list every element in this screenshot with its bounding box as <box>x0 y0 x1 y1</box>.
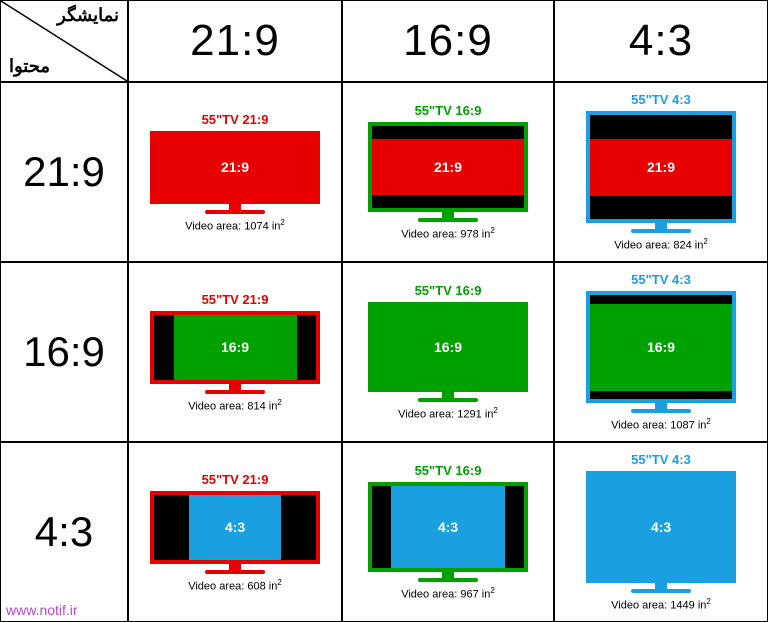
tv-cell: 55"TV 4:3 4:3 Video area: 1449 in2 <box>554 442 768 622</box>
row-header-label: 16:9 <box>23 328 105 376</box>
tv-stand-base <box>418 578 478 582</box>
tv-title: 55"TV 21:9 <box>202 472 269 487</box>
video-area-label: Video area: 978 in2 <box>401 226 495 241</box>
tv-stand-base <box>631 229 691 233</box>
tv-icon: 21:9 <box>368 122 528 222</box>
tv-stand-neck <box>229 384 241 390</box>
video-area-label: Video area: 608 in2 <box>188 578 282 593</box>
tv-title: 55"TV 16:9 <box>415 283 482 298</box>
tv-icon: 21:9 <box>586 111 736 233</box>
col-header-label: 21:9 <box>190 16 280 66</box>
tv-screen: 4:3 <box>150 491 320 564</box>
content-box: 21:9 <box>372 139 524 195</box>
tv-stand-neck <box>229 564 241 570</box>
tv-screen: 16:9 <box>150 311 320 384</box>
row-header: 21:9 <box>0 82 128 262</box>
content-box: 4:3 <box>391 486 505 568</box>
tv-cell: 55"TV 21:9 16:9 Video area: 814 in2 <box>128 262 342 442</box>
tv-cell: 55"TV 4:3 21:9 Video area: 824 in2 <box>554 82 768 262</box>
video-area-label: Video area: 824 in2 <box>614 237 708 252</box>
video-area-label: Video area: 967 in2 <box>401 586 495 601</box>
tv-title: 55"TV 16:9 <box>415 103 482 118</box>
content-box: 21:9 <box>590 139 732 196</box>
tv-icon: 16:9 <box>150 311 320 394</box>
tv-stand-base <box>418 218 478 222</box>
col-header: 16:9 <box>342 0 554 82</box>
col-header: 21:9 <box>128 0 342 82</box>
tv-title: 55"TV 21:9 <box>202 292 269 307</box>
row-header-label: 21:9 <box>23 148 105 196</box>
tv-icon: 4:3 <box>150 491 320 574</box>
tv-screen: 21:9 <box>586 111 736 223</box>
tv-screen: 21:9 <box>368 122 528 212</box>
row-header: 16:9 <box>0 262 128 442</box>
tv-stand-base <box>205 210 265 214</box>
corner-label-content: محتوا <box>9 56 50 77</box>
tv-icon: 16:9 <box>586 291 736 413</box>
video-area-label: Video area: 814 in2 <box>188 398 282 413</box>
tv-title: 55"TV 4:3 <box>631 272 691 287</box>
content-box: 21:9 <box>154 135 316 200</box>
video-area-label: Video area: 1291 in2 <box>398 406 498 421</box>
content-box: 4:3 <box>189 495 281 560</box>
video-area-label: Video area: 1087 in2 <box>611 417 711 432</box>
col-header-label: 4:3 <box>629 16 693 66</box>
tv-cell: 55"TV 16:9 21:9 Video area: 978 in2 <box>342 82 554 262</box>
corner-cell: نمایشگر محتوا <box>0 0 128 82</box>
tv-screen: 21:9 <box>150 131 320 204</box>
tv-screen: 4:3 <box>586 471 736 583</box>
tv-stand-base <box>205 570 265 574</box>
row-header-label: 4:3 <box>35 508 93 556</box>
tv-cell: 55"TV 21:9 4:3 Video area: 608 in2 <box>128 442 342 622</box>
tv-stand-base <box>205 390 265 394</box>
corner-label-display: نمایشگر <box>57 5 119 26</box>
tv-screen: 16:9 <box>368 302 528 392</box>
tv-title: 55"TV 4:3 <box>631 452 691 467</box>
content-box: 16:9 <box>174 315 297 380</box>
tv-stand-neck <box>229 204 241 210</box>
video-area-label: Video area: 1074 in2 <box>185 218 285 233</box>
tv-cell: 55"TV 16:9 16:9 Video area: 1291 in2 <box>342 262 554 442</box>
tv-icon: 4:3 <box>586 471 736 593</box>
tv-stand-base <box>631 589 691 593</box>
content-box: 4:3 <box>590 475 732 579</box>
tv-cell: 55"TV 4:3 16:9 Video area: 1087 in2 <box>554 262 768 442</box>
content-box: 16:9 <box>590 304 732 391</box>
tv-stand-base <box>418 398 478 402</box>
tv-icon: 16:9 <box>368 302 528 402</box>
col-header: 4:3 <box>554 0 768 82</box>
row-header: 4:3 <box>0 442 128 622</box>
tv-title: 55"TV 4:3 <box>631 92 691 107</box>
tv-cell: 55"TV 16:9 4:3 Video area: 967 in2 <box>342 442 554 622</box>
tv-screen: 16:9 <box>586 291 736 403</box>
tv-title: 55"TV 21:9 <box>202 112 269 127</box>
col-header-label: 16:9 <box>403 16 493 66</box>
video-area-label: Video area: 1449 in2 <box>611 597 711 612</box>
tv-icon: 4:3 <box>368 482 528 582</box>
tv-screen: 4:3 <box>368 482 528 572</box>
content-box: 16:9 <box>372 306 524 388</box>
tv-stand-base <box>631 409 691 413</box>
tv-icon: 21:9 <box>150 131 320 214</box>
watermark: www.notif.ir <box>6 602 78 618</box>
tv-cell: 55"TV 21:9 21:9 Video area: 1074 in2 <box>128 82 342 262</box>
tv-title: 55"TV 16:9 <box>415 463 482 478</box>
